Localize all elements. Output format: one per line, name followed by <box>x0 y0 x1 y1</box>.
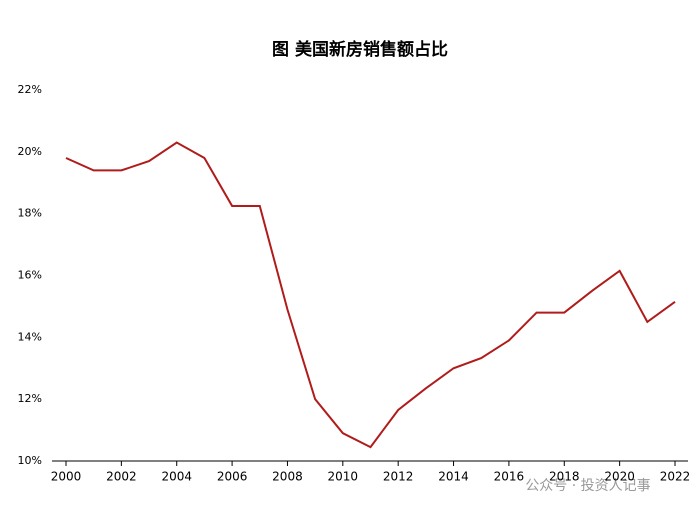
x-tick-label: 2006 <box>217 470 248 484</box>
y-tick-label: 22% <box>18 83 42 96</box>
x-tick-label: 2008 <box>272 470 303 484</box>
x-tick-label: 2016 <box>494 470 525 484</box>
y-tick-label: 20% <box>18 145 42 158</box>
x-tick-label: 2022 <box>660 470 691 484</box>
x-tick-label: 2002 <box>106 470 137 484</box>
x-tick-label: 2020 <box>604 470 635 484</box>
y-tick-label: 16% <box>18 269 42 282</box>
chart-title: 图 美国新房销售额占比 <box>272 39 448 60</box>
x-tick-label: 2004 <box>161 470 192 484</box>
x-tick-label: 2014 <box>438 470 469 484</box>
y-tick-label: 18% <box>18 207 42 220</box>
y-tick-label: 10% <box>18 454 42 467</box>
x-tick-label: 2010 <box>328 470 359 484</box>
data-line <box>65 141 676 449</box>
y-tick-label: 12% <box>18 392 42 405</box>
watermark: 公众号 · 投资人记事 <box>525 478 650 494</box>
x-tick-label: 2000 <box>51 470 82 484</box>
x-tick-label: 2018 <box>549 470 580 484</box>
y-tick-label: 14% <box>18 330 42 343</box>
x-tick-label: 2012 <box>383 470 414 484</box>
